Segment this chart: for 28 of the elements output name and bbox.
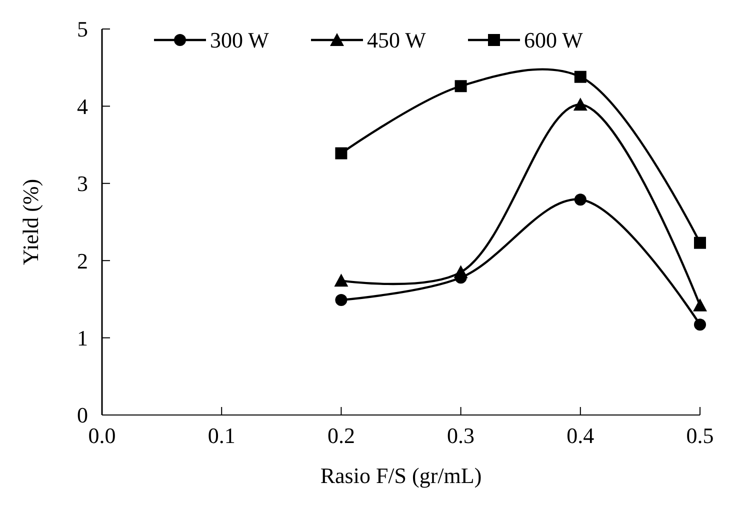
point <box>693 298 707 312</box>
x-tick-label: 0.2 <box>327 423 355 448</box>
x-tick-label: 0.4 <box>566 423 594 448</box>
y-tick-label: 5 <box>77 16 88 42</box>
x-tick-label: 0.0 <box>88 423 116 448</box>
point <box>335 294 348 306</box>
point <box>574 194 586 206</box>
x-tick-label: 0.1 <box>208 423 236 448</box>
legend-label: 300 W <box>210 28 270 53</box>
point <box>335 147 348 160</box>
y-axis-title: Yield (%) <box>18 178 43 266</box>
x-tick-label: 0.5 <box>686 423 714 448</box>
point <box>574 70 586 83</box>
point <box>694 318 706 331</box>
y-tick-label: 0 <box>77 402 88 428</box>
point <box>454 80 467 92</box>
point <box>454 272 467 284</box>
legend-label: 600 W <box>524 28 584 53</box>
x-axis-title: Rasio F/S (gr/mL) <box>320 463 482 488</box>
y-tick-label: 1 <box>77 326 88 350</box>
y-tick-label: 3 <box>77 171 88 196</box>
legend-label: 450 W <box>367 28 426 53</box>
x-tick-label: 0.3 <box>447 423 475 448</box>
point <box>334 274 348 287</box>
y-tick-label: 2 <box>77 248 88 274</box>
point <box>573 98 588 111</box>
point <box>694 236 706 249</box>
y-tick-label: 4 <box>77 94 88 119</box>
